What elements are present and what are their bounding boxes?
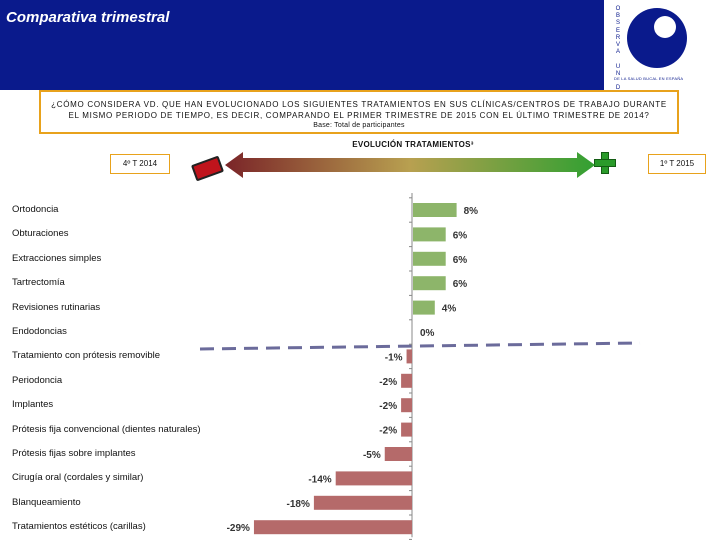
bar xyxy=(313,495,412,510)
quarter-right-box: 1º T 2015 xyxy=(648,154,706,174)
data-label: -1% xyxy=(385,352,403,363)
bar xyxy=(406,349,412,364)
data-label: -29% xyxy=(227,523,250,534)
category-label: Endodoncias xyxy=(12,326,67,337)
logo-letter: B xyxy=(615,13,620,20)
quarter-left-box: 4º T 2014 xyxy=(110,154,170,174)
data-label: -14% xyxy=(308,474,331,485)
bar xyxy=(413,300,435,315)
logo-letter: S xyxy=(615,20,620,27)
bar xyxy=(401,373,412,388)
logo-caption: DE LA SALUD BUCAL EN ESPAÑA xyxy=(614,76,684,81)
bar xyxy=(413,251,446,266)
data-label: -2% xyxy=(379,377,397,388)
bar xyxy=(253,520,412,535)
logo-letter: R xyxy=(615,34,621,41)
data-label: 4% xyxy=(442,304,457,315)
bar xyxy=(335,471,412,486)
logo-letter: A xyxy=(615,49,620,56)
category-label: Implantes xyxy=(12,399,54,411)
data-label: 6% xyxy=(453,279,468,290)
bar xyxy=(413,203,457,217)
plus-icon xyxy=(594,152,616,174)
bar xyxy=(401,398,412,413)
question-box: ¿CÓMO CONSIDERA VD. QUE HAN EVOLUCIONADO… xyxy=(39,90,679,134)
category-label: Prótesis fijas sobre implantes xyxy=(12,448,136,459)
logo-letter: D xyxy=(615,85,621,92)
category-label: Cirugía oral (cordales y similar) xyxy=(12,472,144,484)
logo-letter: O xyxy=(615,6,621,12)
bar xyxy=(413,227,446,242)
data-label: 0% xyxy=(420,328,435,339)
page-title: Comparativa trimestral xyxy=(6,9,170,26)
logo-letter: E xyxy=(615,27,620,34)
bar xyxy=(384,447,412,461)
category-label: Tratamientos estéticos (carillas) xyxy=(12,521,146,533)
data-label: 6% xyxy=(453,230,468,241)
category-label: Tartrectomía xyxy=(12,277,65,289)
category-label: Blanqueamiento xyxy=(12,496,81,508)
data-label: -2% xyxy=(379,426,397,437)
logo-dot xyxy=(654,16,676,38)
category-label: Ortodoncia xyxy=(12,204,59,215)
evolution-title: EVOLUCIÓN TRATAMIENTOS³ xyxy=(352,140,474,149)
bar xyxy=(413,276,446,291)
logo-letter: N xyxy=(615,70,621,77)
evolution-arrow xyxy=(225,152,595,178)
data-label: -18% xyxy=(287,499,310,510)
reference-dashed-line xyxy=(199,341,641,351)
category-label: Extracciones simples xyxy=(12,252,102,264)
bar xyxy=(401,422,412,437)
logo-letter: V xyxy=(615,42,620,49)
data-label: 8% xyxy=(464,206,479,217)
category-label: Prótesis fija convencional (dientes natu… xyxy=(12,423,201,435)
data-label: -5% xyxy=(363,450,381,461)
category-label: Revisiones rutinarias xyxy=(12,301,101,313)
category-label: Obturaciones xyxy=(12,228,69,240)
category-label: Tratamiento con prótesis removible xyxy=(12,350,161,362)
category-label: Periodoncia xyxy=(12,374,63,386)
question-text: ¿CÓMO CONSIDERA VD. QUE HAN EVOLUCIONADO… xyxy=(51,100,667,120)
header-banner: Comparativa trimestral xyxy=(0,0,720,90)
data-label: 6% xyxy=(453,255,468,266)
data-label: -2% xyxy=(379,401,397,412)
logo-letter: U xyxy=(615,63,621,70)
base-text: Base: Total de participantes xyxy=(313,122,405,129)
